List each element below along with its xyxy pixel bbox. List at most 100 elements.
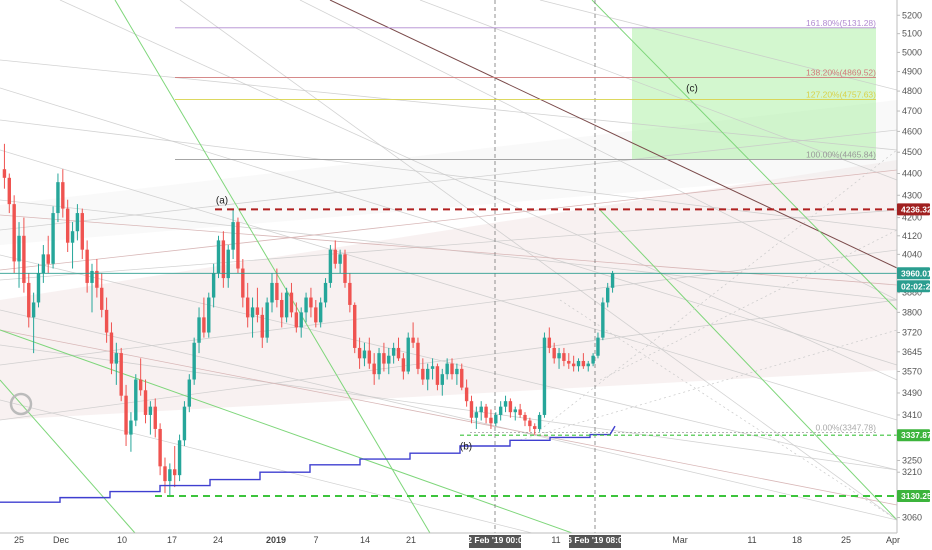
x-tick-label: 2019 xyxy=(266,535,286,545)
candle-body xyxy=(182,406,187,441)
candle-body xyxy=(255,307,260,315)
candle-body xyxy=(134,379,138,421)
trendline-grey xyxy=(0,149,898,421)
y-tick-label: 3800 xyxy=(902,307,922,317)
candle-body xyxy=(226,249,230,279)
x-highlight-badge xyxy=(569,535,621,548)
fibonacci-layer: 161.80%(5131.28) 138.20%(4869.52) 127.20%(… xyxy=(175,18,876,433)
candle-body xyxy=(605,287,610,303)
candle-body xyxy=(533,426,537,429)
x-tick-label: 11 xyxy=(551,535,560,545)
candle-body xyxy=(95,270,99,288)
support-2-badge-label: 3130.25 xyxy=(901,491,932,501)
candle-body xyxy=(610,273,615,288)
x-highlight-label: 16 Feb '19 08:00 xyxy=(563,535,628,545)
candle-body xyxy=(119,353,123,396)
x-tick-label: 7 xyxy=(313,535,318,545)
candle-body xyxy=(309,297,313,308)
candle-body xyxy=(314,307,318,323)
candle-body xyxy=(22,235,26,283)
candle-body xyxy=(562,353,566,361)
x-tick-label: 18 xyxy=(792,535,802,545)
candle-body xyxy=(148,406,153,415)
y-tick-label: 4900 xyxy=(902,67,922,77)
candle-body xyxy=(416,342,420,369)
y-tick-label: 3490 xyxy=(902,388,922,398)
candle-body xyxy=(357,347,362,359)
candle-body xyxy=(557,353,561,359)
candle-body xyxy=(440,374,444,385)
last-price-badge xyxy=(897,267,930,280)
candle-body xyxy=(187,379,192,407)
circle-marker xyxy=(9,392,33,416)
candle-body xyxy=(85,249,89,283)
trendline-grey xyxy=(0,399,601,550)
candle-body xyxy=(197,317,201,343)
candle-body xyxy=(377,353,381,375)
x-tick-label: 25 xyxy=(841,535,851,545)
x-tick-label: 14 xyxy=(360,535,370,545)
wave-label-a: (a) xyxy=(216,195,228,206)
candle-body xyxy=(391,347,396,356)
support-2-badge xyxy=(897,490,930,503)
y-tick-label: 3210 xyxy=(902,467,922,477)
trendline-grey xyxy=(299,0,898,301)
candle-body xyxy=(479,406,483,413)
candle-body xyxy=(36,273,41,303)
candle-body xyxy=(7,177,12,205)
channel-shading xyxy=(0,160,897,420)
candle-body xyxy=(411,337,415,343)
candle-body xyxy=(581,360,586,367)
candle-body xyxy=(211,273,216,298)
y-tick-label: 4120 xyxy=(902,231,922,241)
y-tick-label: 5100 xyxy=(902,29,922,39)
candle-body xyxy=(109,332,114,364)
candle-body xyxy=(65,208,70,243)
candle-body xyxy=(270,282,274,303)
candle-body xyxy=(425,368,430,380)
candle-body xyxy=(591,355,595,364)
candle-body xyxy=(513,409,517,413)
candle-body xyxy=(372,363,376,375)
resistance-badge-label: 4236.32 xyxy=(901,204,932,214)
support-1-badge-label: 3337.87 xyxy=(901,430,932,440)
candle-body xyxy=(576,360,581,367)
candle-body xyxy=(567,360,571,364)
candle-body xyxy=(61,182,65,209)
candle-body xyxy=(173,469,177,476)
candle-body xyxy=(250,307,255,318)
fib-level-label: 127.20%(4757.63) xyxy=(806,89,876,99)
candle-body xyxy=(260,314,264,338)
trendline-grey xyxy=(59,0,898,381)
candle-body xyxy=(304,297,308,313)
candle-body xyxy=(494,414,498,424)
candle-body xyxy=(401,358,406,372)
y-tick-label: 5000 xyxy=(902,47,922,57)
y-tick-label: 3645 xyxy=(902,347,922,357)
trendline-grey xyxy=(0,309,898,521)
y-tick-label: 4040 xyxy=(902,249,922,259)
target-zone-box xyxy=(632,27,876,160)
x-tick-label: 25 xyxy=(14,535,24,545)
x-highlight-badge xyxy=(469,535,521,548)
candle-body xyxy=(323,282,328,303)
y-tick-label: 3250 xyxy=(902,455,922,465)
candle-body xyxy=(280,299,284,318)
y-tick-label: 4500 xyxy=(902,147,922,157)
y-tick-label: 3570 xyxy=(902,367,922,377)
candle-body xyxy=(601,302,605,338)
x-tick-label: 11 xyxy=(747,535,756,545)
support-1-badge xyxy=(897,429,930,442)
dotted-projection xyxy=(599,229,898,381)
candle-body xyxy=(207,297,211,333)
y-tick-label: 4400 xyxy=(902,169,922,179)
y-tick-label: 3410 xyxy=(902,410,922,420)
candle-body xyxy=(114,353,119,364)
candle-body xyxy=(177,440,182,476)
resistance-badge xyxy=(897,203,930,216)
candle-body xyxy=(90,270,94,283)
y-tick-label: 3880 xyxy=(902,288,922,298)
candle-body xyxy=(17,235,21,262)
